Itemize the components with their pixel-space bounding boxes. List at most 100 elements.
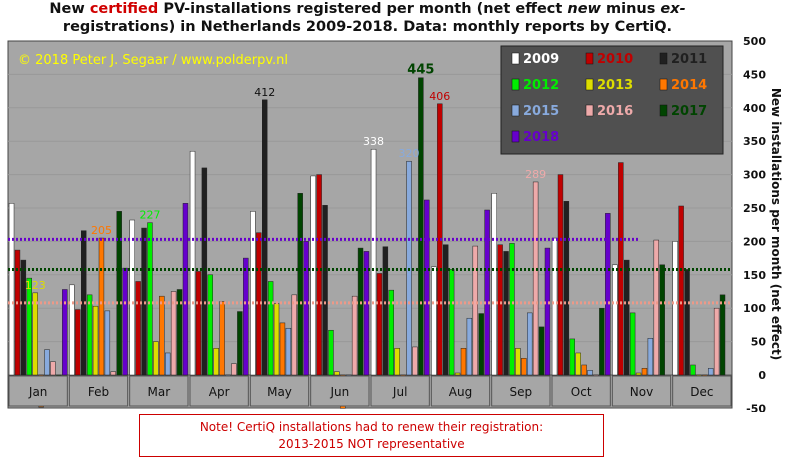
bar-2018-may [303,241,309,376]
bar-2018-jul [424,199,430,376]
month-strip-jan [8,375,68,407]
bar-2017-apr [237,311,243,376]
x-tick-label: Mar [148,385,171,399]
x-tick-label: Jul [392,385,407,399]
bar-2016-aug [472,245,478,376]
bar-2016-jul [412,346,418,376]
bar-2012-apr [207,274,214,376]
bar-2017-feb [116,211,122,376]
bar-2010-jul [376,273,383,376]
bar-2018-jun [363,251,370,376]
bar-2014-may [279,322,286,376]
bar-2009-mar [129,219,135,376]
bar-2014-mar [159,295,165,376]
bar-2016-mar [170,291,177,376]
legend-swatch-2010 [585,52,594,65]
bar-2011-jan [20,259,27,376]
bar-2015-feb [104,310,111,376]
bar-2010-dec [678,205,684,376]
bar-2016-may [291,294,297,376]
bar-2013-jul [394,348,400,376]
month-strip-may [249,375,310,407]
title-part1: New [49,1,90,17]
legend-swatch-2012 [511,78,520,91]
bar-2018-mar [182,203,189,376]
bar-2011-oct [563,201,570,376]
bar-2017-jun [357,247,364,376]
bar-2016-apr [231,363,237,376]
x-axis: Jan Feb Mar Apr May Jun Jul Aug Sep Oct Nov Dec [8,375,732,407]
month-strip-jun [310,375,370,407]
bar-2013-may [273,303,280,376]
data-label-2011-may: 412 [254,86,275,99]
bar-2015-may [285,327,292,376]
data-label-2013-jan: 123 [25,279,46,292]
month-strip-sep [491,375,551,407]
data-label-2009-jul: 338 [363,135,384,148]
bar-2009-jun [310,175,316,376]
y-tick-label: -50 [746,402,766,412]
bar-2017-sep [538,326,545,376]
bar-2016-sep [532,181,539,376]
bar-chart: 412 445 406 338 320 289 205 227 123 Jan Feb Mar Apr… [7,35,783,412]
bar-2013-jun [334,371,340,376]
x-tick-label: Dec [690,385,713,399]
month-strip-apr [189,375,249,407]
y-tick-label: 350 [743,135,766,148]
bar-2012-dec [690,364,696,376]
bar-2015-nov [647,338,654,376]
legend-swatch-2017 [659,104,668,117]
title-italic-ex: ex- [660,1,686,17]
month-strip-mar [129,375,189,407]
legend-label-2018: 2018 [523,130,559,145]
month-strip-nov [611,375,672,407]
month-strip-aug [430,375,491,407]
data-label-2017-jul: 445 [407,63,434,78]
title-part3: minus [600,1,661,17]
bar-2010-feb [75,309,81,376]
bar-2013-nov [635,372,642,376]
bar-2009-sep [491,193,497,376]
bars-group [8,77,726,409]
bar-2015-aug [466,317,473,376]
legend-label-2011: 2011 [671,52,707,67]
data-label-2016-sep: 289 [525,168,546,181]
data-label-2010-aug: 406 [429,90,450,103]
month-strip-feb [68,375,129,407]
legend-label-2017: 2017 [671,104,707,119]
x-tick-label: Oct [571,385,592,399]
data-label-2015-jul: 320 [399,147,420,160]
month-strip-oct [551,375,611,407]
y-axis: -50 0 50 100 150 200 250 300 350 400 450 500 [743,35,766,412]
y-tick-label: 500 [743,35,766,48]
reference-lines [8,237,732,305]
bar-2016-jun [351,295,358,376]
bar-2017-jul [418,77,424,376]
y-tick-label: 300 [743,169,766,182]
legend-swatch-2009 [511,52,520,65]
x-tick-label: May [267,385,292,399]
bar-2012-jun [328,329,334,376]
legend-label-2013: 2013 [597,78,633,93]
data-label-2012-mar: 227 [139,209,160,222]
bar-2014-apr [219,301,225,376]
legend-label-2009: 2009 [523,52,559,67]
bar-2015-jan [44,349,50,376]
bar-2016-jan [50,361,56,376]
bar-2014-aug [460,348,467,376]
x-tick-label: Sep [510,385,533,399]
bar-2009-may [250,211,256,376]
bar-2015-dec [707,368,714,376]
bar-2012-feb [86,294,93,376]
x-tick-label: Nov [630,385,653,399]
y-tick-label: 50 [751,336,767,349]
legend-label-2016: 2016 [597,104,633,119]
y-tick-label: 400 [743,102,766,115]
bar-2016-feb [110,371,116,376]
bar-2011-aug [443,244,449,376]
bar-2009-nov [612,264,618,376]
legend-swatch-2018 [511,130,520,143]
legend-swatch-2015 [511,104,520,117]
bar-2014-oct [581,364,587,376]
bar-2012-may [267,281,274,376]
